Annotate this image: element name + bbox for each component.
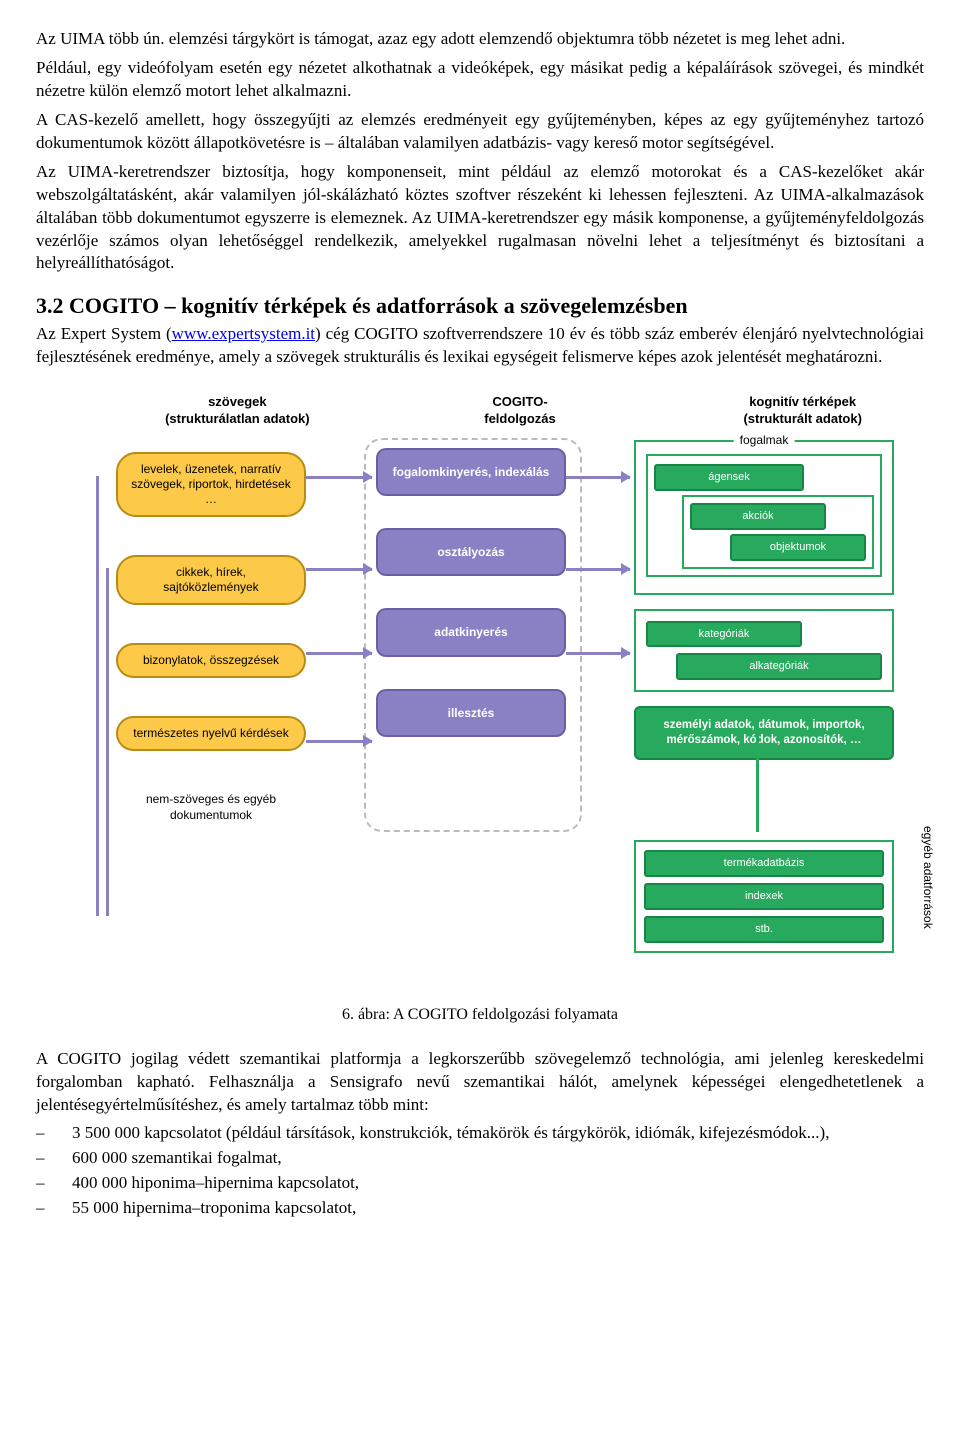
paragraph: A COGITO jogilag védett szemantikai plat… (36, 1048, 924, 1117)
box-records: bizonylatok, összegzések (116, 643, 306, 678)
box-concepts-group: fogalmak ágensek akciók objektumok (634, 440, 894, 595)
figure-caption: 6. ábra: A COGITO feldolgozási folyamata (36, 1004, 924, 1026)
col-header-cogito: COGITO- feldolgozás (399, 393, 642, 428)
paragraph: A CAS-kezelő amellett, hogy összegyűjti … (36, 109, 924, 155)
box-product-db: termékadatbázis (644, 850, 884, 877)
box-data-extraction: adatkinyerés (376, 608, 566, 656)
expertsystem-link[interactable]: www.expertsystem.it (172, 324, 315, 343)
section-heading: 3.2 COGITO – kognitív térképek és adatfo… (36, 291, 924, 321)
box-nontext: nem-szöveges és egyéb dokumentumok (116, 791, 306, 823)
box-concept-extraction: fogalomkinyerés, indexálás (376, 448, 566, 496)
box-indexes: indexek (644, 883, 884, 910)
box-agents: ágensek (654, 464, 804, 491)
bullet-list: 3 500 000 kapcsolatot (például társításo… (36, 1122, 924, 1220)
box-actions: akciók (690, 503, 826, 530)
paragraph: Az UIMA több ún. elemzési tárgykört is t… (36, 28, 924, 51)
box-other-sources: termékadatbázis indexek stb. (634, 840, 894, 953)
box-matching: illesztés (376, 689, 566, 737)
label-other-sources: egyéb adatforrások (920, 826, 936, 929)
box-categories: kategóriák (646, 621, 802, 648)
box-subcategories: alkategóriák (676, 653, 882, 680)
col-header-texts: szövegek (strukturálatlan adatok) (116, 393, 359, 428)
box-etc: stb. (644, 916, 884, 943)
box-classification: osztályozás (376, 528, 566, 576)
box-letters: levelek, üzenetek, narratív szövegek, ri… (116, 452, 306, 517)
list-item: 400 000 hiponima–hipernima kapcsolatot, (36, 1172, 924, 1195)
paragraph: Az UIMA-keretrendszer biztosítja, hogy k… (36, 161, 924, 276)
figure-6: szövegek (strukturálatlan adatok) COGITO… (36, 393, 924, 1026)
box-categories-group: kategóriák alkategóriák (634, 609, 894, 693)
col-header-cognitive: kognitív térképek (strukturált adatok) (681, 393, 924, 428)
box-articles: cikkek, hírek, sajtóközlemények (116, 555, 306, 605)
list-item: 3 500 000 kapcsolatot (például társításo… (36, 1122, 924, 1145)
box-questions: természetes nyelvű kérdések (116, 716, 306, 751)
paragraph: Az Expert System (www.expertsystem.it) c… (36, 323, 924, 369)
paragraph: Például, egy videófolyam esetén egy néze… (36, 57, 924, 103)
list-item: 600 000 szemantikai fogalmat, (36, 1147, 924, 1170)
box-personal-data: személyi adatok, dátumok, importok, mérő… (634, 706, 894, 760)
box-objects: objektumok (730, 534, 866, 561)
list-item: 55 000 hipernima–troponima kapcsolatot, (36, 1197, 924, 1220)
